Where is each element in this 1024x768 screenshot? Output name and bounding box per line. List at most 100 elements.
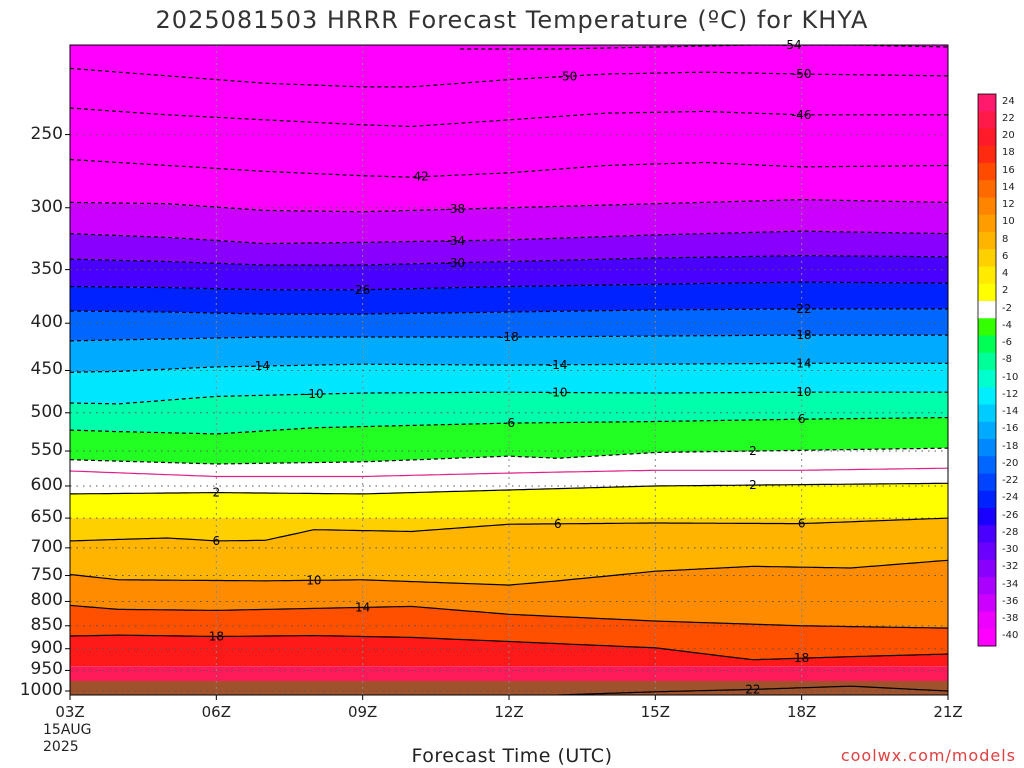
colorbar-swatch <box>978 421 996 440</box>
y-tick-label: 550 <box>30 440 63 461</box>
temp-band-6 <box>70 335 948 373</box>
colorbar-frame <box>977 93 997 647</box>
colorbar-swatch <box>978 387 996 405</box>
y-tick-label: 650 <box>30 507 63 528</box>
colorbar-label: 10 <box>1002 216 1015 228</box>
colorbar-swatch <box>978 283 996 302</box>
contour-label: -30 <box>446 256 466 270</box>
colorbar-swatch <box>978 473 996 492</box>
colorbar-label: -6 <box>1002 337 1012 349</box>
colorbar-swatch <box>978 352 996 371</box>
colorbar-swatch <box>978 628 996 647</box>
colorbar-swatch <box>978 508 996 526</box>
contour-label: -14 <box>548 358 568 372</box>
colorbar-swatch <box>978 180 996 198</box>
colorbar-swatch <box>978 249 996 267</box>
colorbar-swatch <box>978 370 996 388</box>
contour-label: -18 <box>792 328 812 342</box>
contour-label: 2 <box>213 486 221 500</box>
contour-label: -50 <box>558 69 578 83</box>
x-tick-label: 15Z <box>640 703 671 721</box>
colorbar-swatch <box>978 318 996 336</box>
colorbar-label: -26 <box>1002 509 1019 521</box>
contour-label: -6 <box>503 416 515 430</box>
contour-label: -46 <box>792 108 812 122</box>
contour--30 <box>70 254 948 266</box>
colorbar-label: -20 <box>1002 457 1019 469</box>
x-tick-label: 12Z <box>494 703 524 721</box>
contour-label: -34 <box>446 234 466 248</box>
y-tick-label: 350 <box>30 258 63 279</box>
colorbar-label: -28 <box>1002 526 1019 538</box>
credit-link[interactable]: coolwx.com/models <box>840 746 1016 765</box>
colorbar-swatch <box>978 439 996 457</box>
contour-22 <box>557 685 948 695</box>
contour-label: -18 <box>499 330 519 344</box>
colorbar-label: -2 <box>1002 302 1012 314</box>
contour-10 <box>70 559 948 586</box>
colorbar-label: -4 <box>1002 319 1012 331</box>
contour-label: -50 <box>792 67 812 81</box>
contour-label: 22 <box>745 682 760 696</box>
colorbar-swatch <box>978 111 996 129</box>
colorbar-swatch <box>978 214 996 233</box>
temp-band-10 <box>70 448 948 477</box>
contour-6 <box>70 517 948 542</box>
contour-label: -10 <box>304 387 324 401</box>
colorbar-swatch <box>978 232 996 250</box>
contour-14 <box>70 604 948 629</box>
contour-label: -10 <box>548 385 568 399</box>
contour-0 <box>70 467 948 478</box>
colorbar-label: 2 <box>1002 285 1009 297</box>
y-tick-label: 600 <box>30 474 63 495</box>
colorbar-swatch <box>978 456 996 474</box>
colorbar-swatch <box>978 404 996 423</box>
colorbar-swatch <box>978 266 996 285</box>
contour-label: 6 <box>798 517 806 531</box>
colorbar-swatch <box>978 559 996 578</box>
temp-band-7 <box>70 363 948 404</box>
y-tick-label: 700 <box>30 536 63 557</box>
colorbar-swatch <box>978 301 996 319</box>
x-tick-label: 03Z <box>55 703 85 721</box>
colorbar-swatch <box>978 611 996 630</box>
contour-label: -14 <box>250 359 270 373</box>
colorbar-swatch <box>978 594 996 612</box>
colorbar-label: 4 <box>1002 268 1009 280</box>
temp-band-5 <box>70 308 948 341</box>
colorbar-swatch <box>978 335 996 354</box>
temp-band-12 <box>70 483 948 519</box>
colorbar-swatch <box>978 163 996 181</box>
contour-label: 6 <box>554 517 562 531</box>
colorbar-swatch <box>978 490 996 509</box>
temp-band-15 <box>70 560 948 629</box>
colorbar-label: -40 <box>1002 630 1019 642</box>
date-year: 2025 <box>43 739 79 755</box>
contour-2 <box>70 482 948 495</box>
colorbar-label: -8 <box>1002 354 1012 366</box>
y-tick-label: 300 <box>30 196 63 217</box>
temp-band-13 <box>70 518 948 541</box>
contour-label: 2 <box>749 444 757 458</box>
x-tick-label: 21Z <box>933 703 963 721</box>
contour-label: 10 <box>306 573 321 587</box>
temp-band-3 <box>70 255 948 290</box>
date-day: 15AUG <box>43 722 92 738</box>
colorbar-label: -22 <box>1002 475 1019 487</box>
temp-band-9 <box>70 417 948 464</box>
colorbar-label: -24 <box>1002 492 1019 504</box>
contour-label: 6 <box>798 412 806 426</box>
temp-band-14 <box>70 518 948 586</box>
temp-band-11 <box>70 468 948 494</box>
contour-label: -38 <box>446 202 466 216</box>
contour-label: 18 <box>209 629 224 643</box>
colorbar-label: 24 <box>1002 95 1015 107</box>
x-tick-label: 06Z <box>201 703 232 721</box>
x-tick-label: 18Z <box>786 703 817 721</box>
contour-label: 42 <box>414 170 429 184</box>
colorbar-label: 20 <box>1002 130 1015 142</box>
y-tick-label: 900 <box>30 637 63 658</box>
contour--14 <box>70 362 948 373</box>
colorbar-swatch <box>978 128 996 147</box>
